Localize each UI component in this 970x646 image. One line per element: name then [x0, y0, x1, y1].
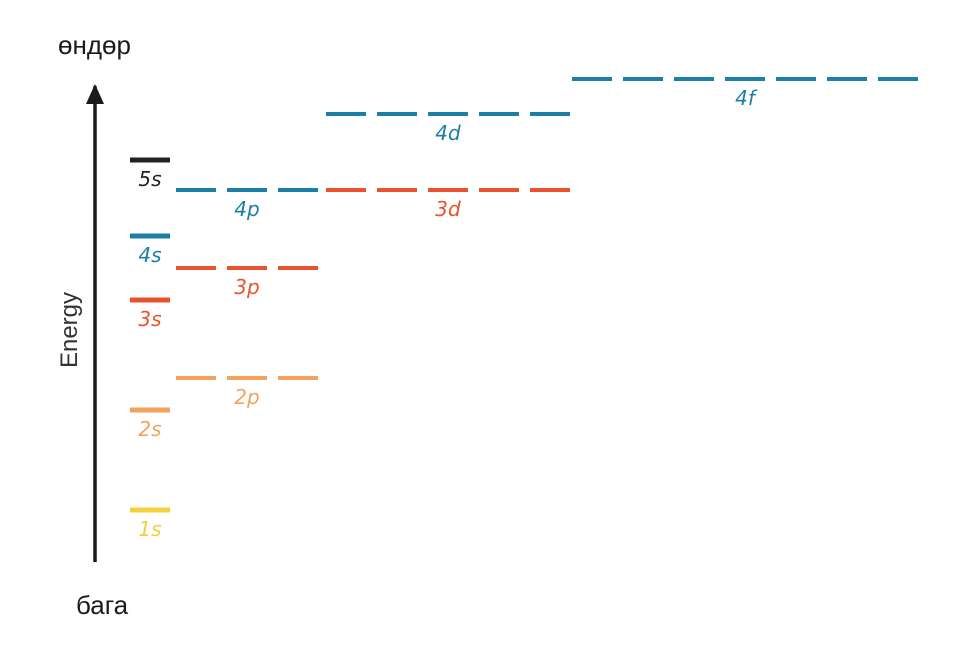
level-4s: 4s: [130, 233, 170, 267]
level-label-4f: 4f: [735, 86, 758, 110]
level-5s: 5s: [130, 157, 170, 191]
level-label-3d: 3d: [435, 197, 461, 221]
level-label-1s: 1s: [138, 517, 161, 541]
level-label-4d: 4d: [435, 121, 461, 145]
low-energy-label: бага: [76, 590, 129, 620]
level-label-3p: 3p: [234, 275, 259, 299]
level-4p: 4p: [176, 188, 318, 221]
level-label-4s: 4s: [138, 243, 161, 267]
arrow-head-icon: [86, 84, 104, 104]
levels-group: 1s 2s 2p 3s 3p 4s 3d 4p 5s 4d 4f: [130, 77, 918, 541]
level-4f: 4f: [572, 77, 918, 110]
level-label-4p: 4p: [234, 197, 259, 221]
level-3s: 3s: [130, 297, 170, 331]
level-label-2p: 2p: [234, 385, 259, 409]
level-2s: 2s: [130, 407, 170, 441]
level-label-5s: 5s: [138, 167, 161, 191]
high-energy-label: өндөр: [58, 30, 131, 60]
level-1s: 1s: [130, 507, 170, 541]
level-3p: 3p: [176, 266, 318, 299]
level-3d: 3d: [326, 188, 570, 221]
level-2p: 2p: [176, 376, 318, 409]
level-label-3s: 3s: [138, 307, 161, 331]
level-label-2s: 2s: [138, 417, 161, 441]
level-4d: 4d: [326, 112, 570, 145]
